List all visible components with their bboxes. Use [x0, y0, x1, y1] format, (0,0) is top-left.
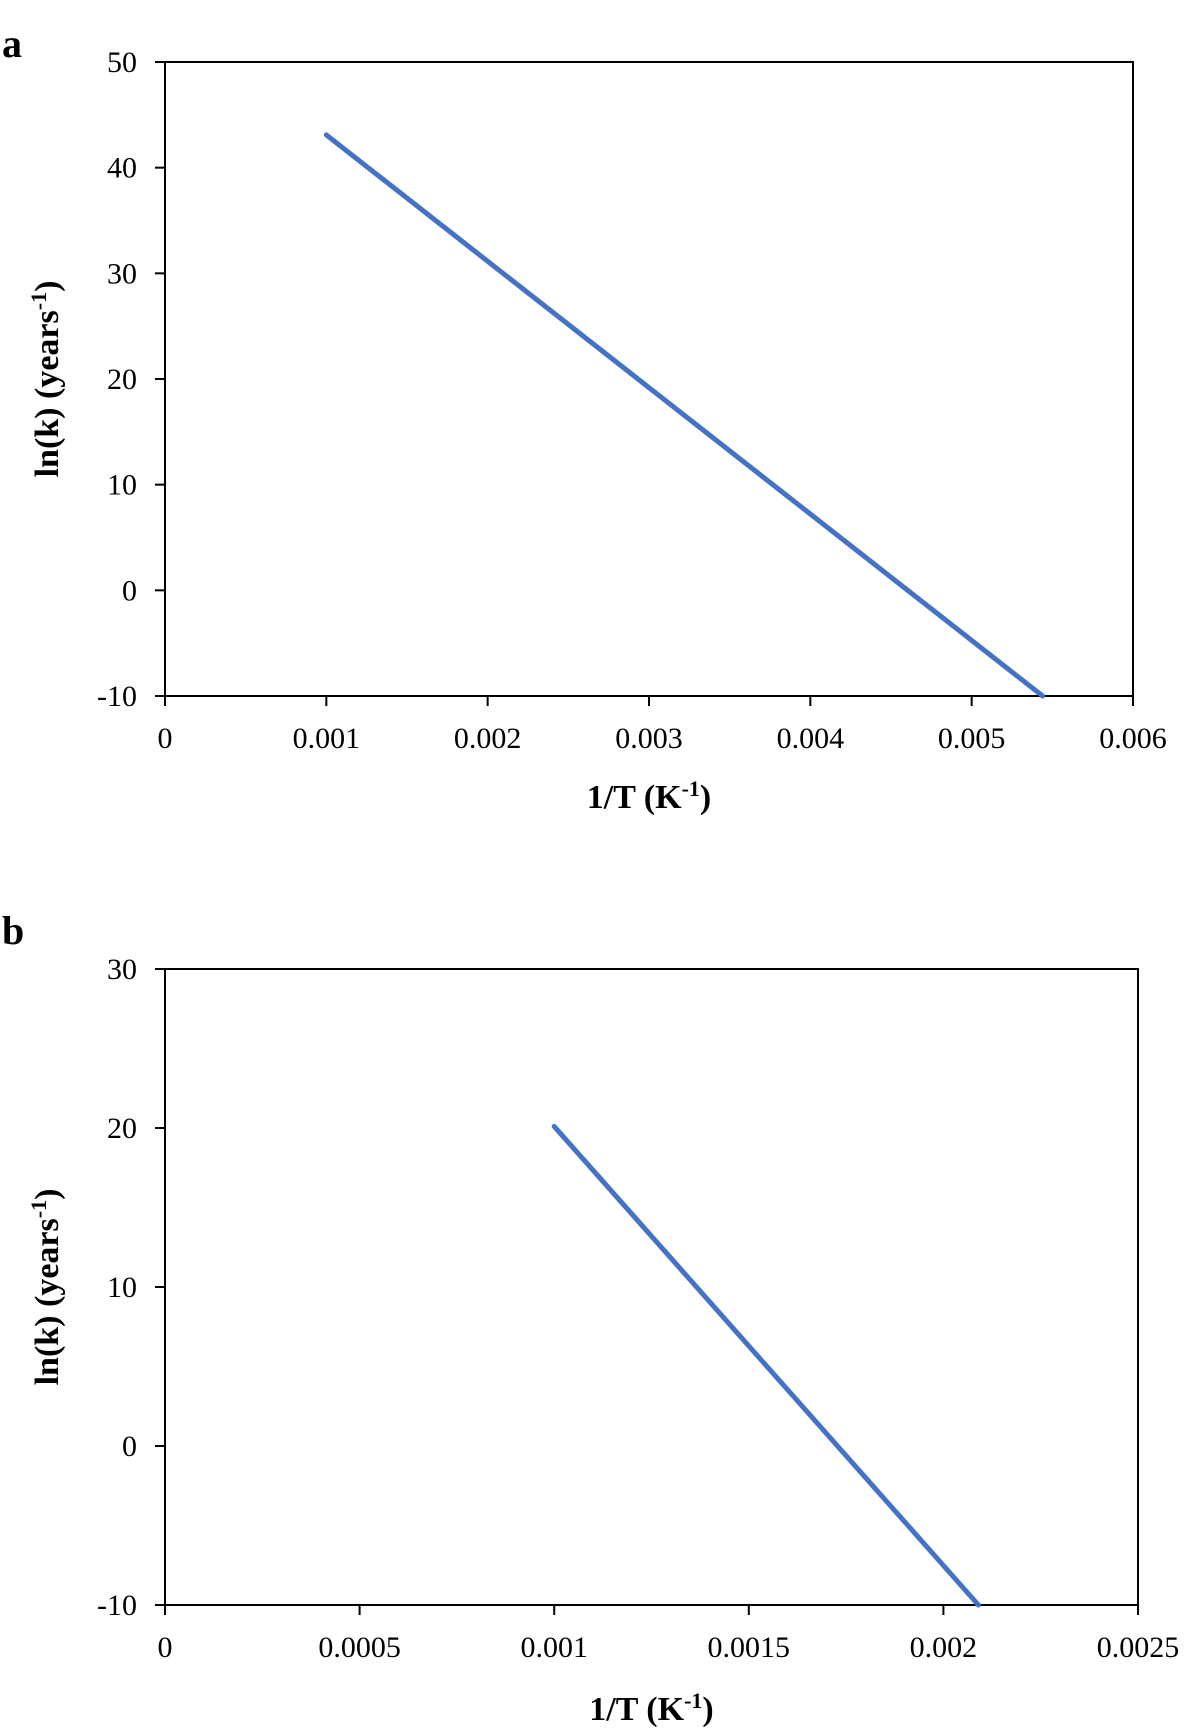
x-tick-label: 0.006: [1099, 722, 1167, 755]
y-tick-label: 20: [107, 363, 137, 396]
y-tick-label: -10: [97, 680, 137, 713]
series-line: [551, 1123, 981, 1608]
y-axis-title: ln(k) (years-1): [26, 1189, 66, 1386]
y-tick-label: 30: [107, 257, 137, 290]
x-tick-label: 0.0015: [708, 1631, 791, 1664]
axis-title-close: ): [29, 281, 66, 292]
axis-title-superscript: -1: [26, 1200, 51, 1218]
x-tick-label: 0: [158, 1631, 173, 1664]
plot-area-frame: [164, 968, 1139, 1606]
y-tick-label: 30: [107, 953, 137, 986]
axis-title-text: ln(k) (years: [29, 1218, 66, 1385]
y-tick-label: -10: [97, 1589, 137, 1622]
axis-title-text: ln(k) (years: [29, 310, 66, 477]
y-tick-label: 40: [107, 152, 137, 185]
x-tick-label: 0: [158, 722, 173, 755]
y-tick-label: 10: [107, 469, 137, 502]
axis-title-close: ): [702, 1691, 713, 1728]
y-tick-label: 20: [107, 1112, 137, 1145]
x-tick-label: 0.005: [938, 722, 1006, 755]
chart-panel-a: a 0 0.001 0.002 0.003 0.004 0.005 0.006 -10 0 10 20…: [2, 21, 1167, 816]
axis-title-superscript: -1: [26, 292, 51, 310]
axis-title-text: 1/T (K: [589, 1691, 684, 1728]
panel-label: a: [2, 21, 22, 66]
x-tick-label: 0.0025: [1097, 1631, 1180, 1664]
x-tick-label: 0.003: [615, 722, 683, 755]
x-tick-label: 0.002: [454, 722, 522, 755]
x-tick-label: 0.001: [520, 1631, 588, 1664]
panel-label: b: [2, 908, 24, 953]
x-tick-label: 0.001: [293, 722, 361, 755]
axis-title-superscript: -1: [682, 776, 700, 801]
x-tick-label: 0.002: [910, 1631, 978, 1664]
x-axis-title: 1/T (K-1): [587, 776, 711, 816]
y-tick-label: 10: [107, 1271, 137, 1304]
axis-title-text: 1/T (K: [587, 779, 682, 816]
plot-area-frame: [164, 61, 1134, 697]
y-tick-label: 50: [107, 46, 137, 79]
axis-title-close: ): [700, 779, 711, 816]
series-line: [323, 132, 1046, 699]
y-tick-label: 0: [122, 574, 137, 607]
x-tick-label: 0.0005: [318, 1631, 401, 1664]
axis-title-close: ): [29, 1189, 66, 1200]
x-tick-label: 0.004: [777, 722, 845, 755]
y-tick-label: 0: [122, 1430, 137, 1463]
axis-title-superscript: -1: [684, 1688, 702, 1713]
chart-panel-b: b 0 0.0005 0.001 0.0015 0.002 0.0025 -10 0 10 20 30…: [2, 908, 1179, 1728]
y-axis-title: ln(k) (years-1): [26, 281, 66, 478]
x-axis-title: 1/T (K-1): [589, 1688, 713, 1728]
